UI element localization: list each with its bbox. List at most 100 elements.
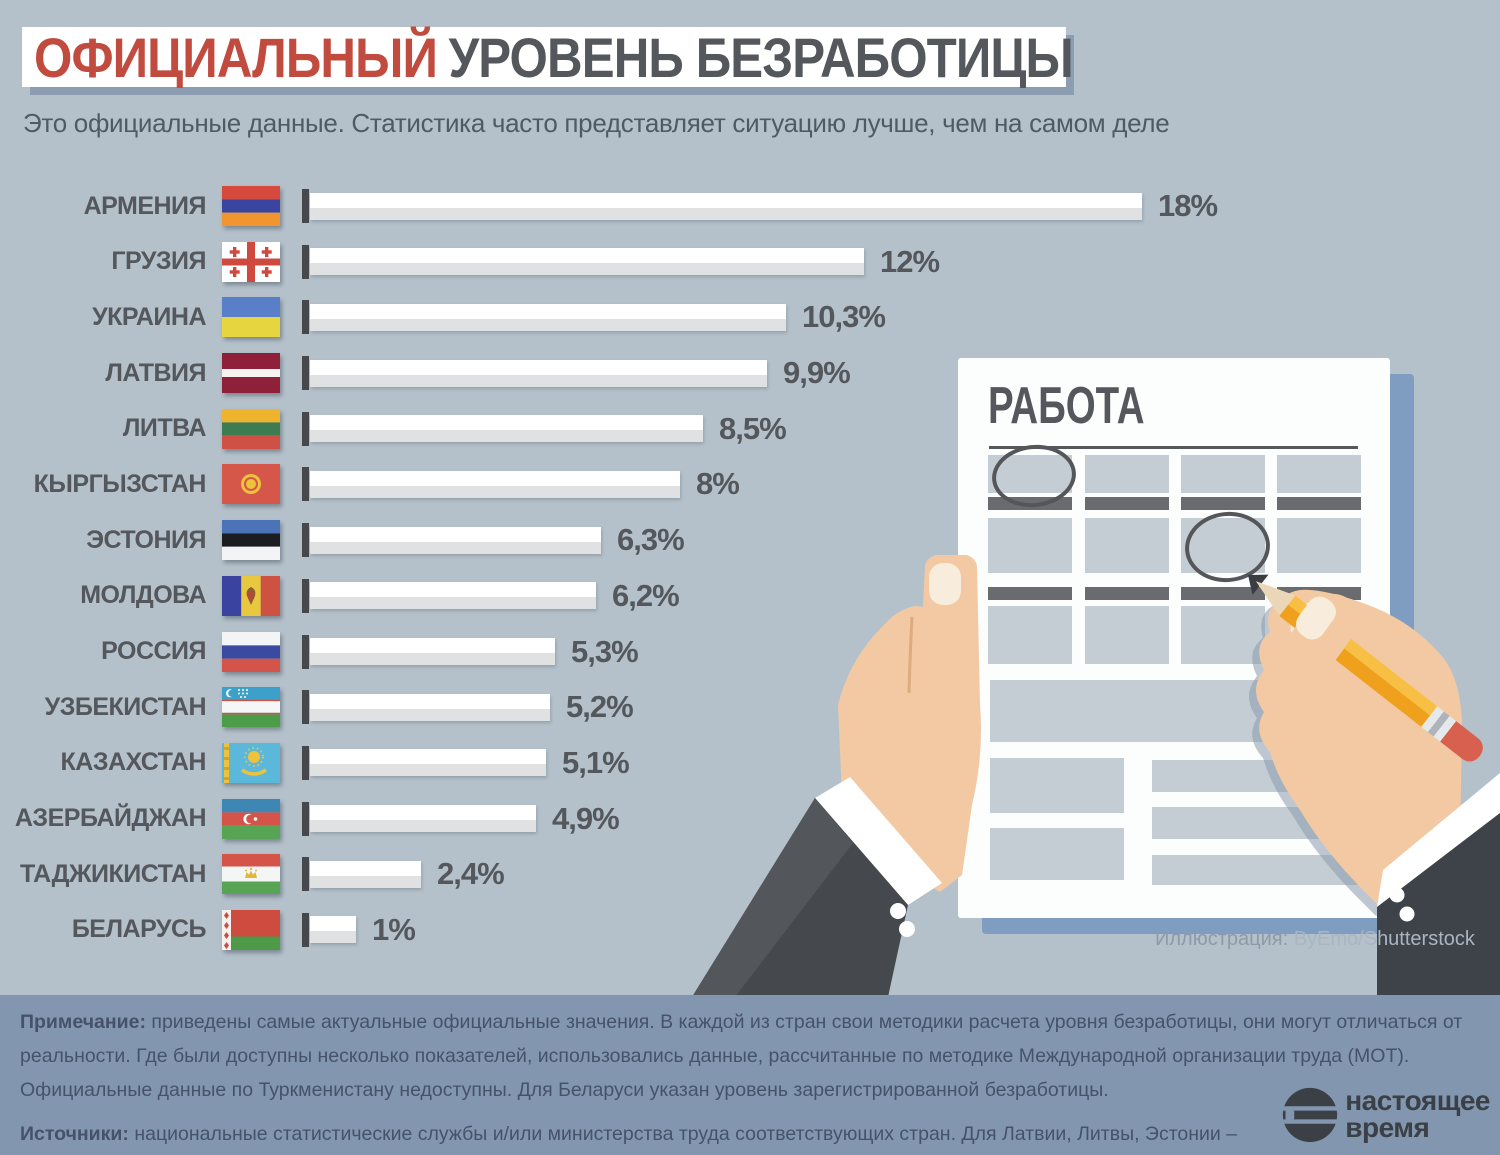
title-rest: УРОВЕНЬ БЕЗРАБОТИЦЫ [448,25,1073,89]
flag-moldova-icon [222,575,280,616]
flag-kazakhstan-icon [222,742,280,783]
axis-baseline-tick [302,523,309,558]
footer: Примечание: приведены самые актуальные о… [0,995,1500,1155]
newspaper-headline-band [1181,587,1265,600]
flag-tajikistan-icon [222,854,280,895]
chart-row: БЕЛАРУСЬ 1% [10,909,1217,950]
axis-baseline-tick [302,634,309,669]
newspaper-headline-band [1085,587,1169,600]
value-bar [310,248,864,276]
note-paragraph: Примечание: приведены самые актуальные о… [20,1005,1475,1107]
flag-belarus-icon [222,909,280,950]
value-bar [310,860,421,888]
flag-latvia-icon [222,353,280,394]
flag-russia-icon [222,631,280,672]
flag-armenia-icon [222,186,280,226]
country-label: КАЗАХСТАН [60,748,207,777]
sources-paragraph: Источники: национальные статистические с… [20,1117,1320,1155]
newspaper-title: РАБОТА [988,377,1145,435]
subtitle: Это официальные данные. Статистика часто… [23,108,1170,138]
chart-row: КЫРГЫЗСТАН 8% [10,464,1217,505]
axis-baseline-tick [302,578,309,613]
page-title: ОФИЦИАЛЬНЫЙ УРОВЕНЬ БЕЗРАБОТИЦЫ [34,25,1074,90]
value-label: 6,3% [617,522,685,558]
flag-georgia-icon [222,241,280,282]
newspaper-ad-block [1181,455,1265,493]
newspaper-headline-band [988,587,1072,600]
value-label: 18% [1158,188,1218,223]
country-label: ТАДЖИКИСТАН [19,859,207,888]
credit-value: ByEmo/Shutterstock [1293,928,1475,950]
chart-row: РОССИЯ 5,3% [10,631,1217,672]
chart-row: УЗБЕКИСТАН 5,2% [10,687,1217,728]
country-label: КЫРГЫЗСТАН [33,469,207,498]
axis-baseline-tick [302,356,309,391]
country-label: ЛАТВИЯ [105,358,206,387]
value-label: 2,4% [437,856,505,892]
chart-row: МОЛДОВА 6,2% [10,575,1217,616]
chart-row: КАЗАХСТАН 5,1% [10,742,1217,783]
value-label: 8% [696,466,740,502]
chart-row: ТАДЖИКИСТАН 2,4% [10,854,1217,895]
note-label: Примечание: [20,1011,146,1033]
newspaper-headline-band [1085,497,1169,510]
newspaper-ad-block [988,606,1072,664]
newspaper-ad-block [1085,606,1169,664]
newspaper-rule [989,446,1358,449]
country-label: МОЛДОВА [80,581,206,610]
axis-baseline-tick [302,411,309,446]
axis-baseline-tick [302,745,309,780]
country-label: БЕЛАРУСЬ [71,915,207,944]
country-label: ЭСТОНИЯ [86,525,206,554]
axis-baseline-tick [302,244,309,279]
value-label: 12% [880,243,940,279]
value-bar [310,359,767,387]
country-label: ГРУЗИЯ [111,247,206,276]
flag-uzbekistan-icon [222,687,280,728]
bar-chart: АРМЕНИЯ 18% ГРУЗИЯ 12% УКРАИНА 10,3% ЛАТВИЯ 9,9… [10,186,1218,966]
title-accent: ОФИЦИАЛЬНЫЙ [34,25,438,89]
value-label: 1% [372,911,416,947]
chart-row: ЭСТОНИЯ 6,3% [10,520,1217,561]
newspaper-ad-block [1181,606,1265,664]
credit-label: Иллюстрация: [1155,928,1289,950]
country-label: РОССИЯ [101,637,206,665]
chart-row: АРМЕНИЯ 18% [10,186,1218,226]
value-bar [310,526,601,554]
flag-azerbaijan-icon [222,798,280,839]
value-label: 10,3% [802,299,886,335]
chart-row: ЛАТВИЯ 9,9% [10,353,1217,394]
newspaper-ad-block [988,518,1072,573]
title-box: ОФИЦИАЛЬНЫЙ УРОВЕНЬ БЕЗРАБОТИЦЫ [22,26,1074,89]
illustration-credit: Иллюстрация: ByEmo/Shutterstock [1155,928,1475,951]
chart-row: ЛИТВА 8,5% [10,408,1217,449]
country-label: АРМЕНИЯ [83,191,207,220]
newspaper-headline-band [1277,497,1361,510]
axis-baseline-tick [302,857,309,892]
newspaper-ad-block [1085,455,1169,493]
sources-label: Источники: [20,1123,129,1146]
flag-estonia-icon [222,520,280,561]
newspaper-headline-band [988,497,1072,510]
value-label: 5,1% [562,744,630,780]
newspaper-ad-block [990,758,1124,813]
axis-baseline-tick [302,690,309,725]
right-suit-cuff [1377,773,1500,995]
axis-baseline-tick [302,912,309,947]
chart-row: УКРАИНА 10,3% [10,297,1217,338]
chart-row: ГРУЗИЯ 12% [10,241,1217,282]
note-text: приведены самые актуальные официальные з… [20,1011,1463,1102]
value-label: 5,3% [571,633,639,669]
value-bar [310,805,536,833]
newspaper-headline-band [1181,497,1265,510]
chart-row: АЗЕРБАЙДЖАН 4,9% [10,798,1217,839]
flag-lithuania-icon [222,408,280,449]
newspaper-ad-block [1152,855,1358,885]
flag-kyrgyzstan-icon [222,464,280,505]
value-bar [310,192,1142,220]
value-label: 6,2% [612,577,680,613]
value-bar [310,693,550,721]
country-label: АЗЕРБАЙДЖАН [14,804,207,833]
left-hand [693,555,981,995]
